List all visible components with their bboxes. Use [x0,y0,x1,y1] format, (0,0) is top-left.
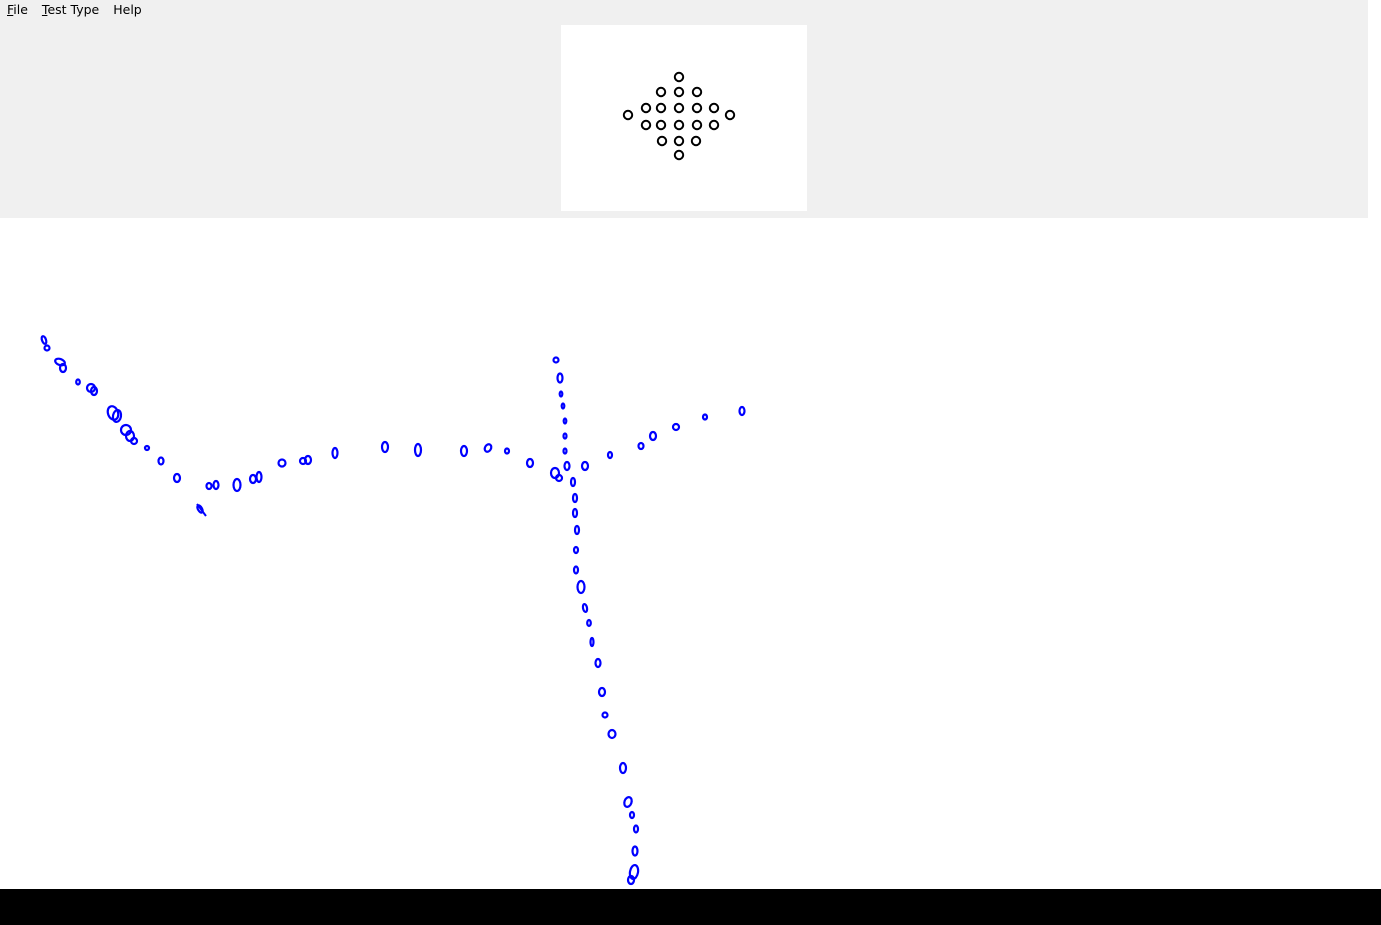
trace-mark [248,473,258,485]
pattern-dot [622,109,634,121]
trace-mark [558,390,564,398]
menu-help[interactable]: Help [113,2,142,17]
pattern-dot [655,86,667,98]
trace-mark [580,460,590,472]
trace-mark [483,443,493,453]
trace-mark [40,335,48,345]
trace-mark [413,442,423,458]
trace-mark [569,476,577,488]
pattern-dot [690,135,702,147]
trace-mark [331,446,339,460]
pattern-dot [691,86,703,98]
pattern-dot [673,149,685,161]
trace-mark [303,454,313,466]
pattern-dot [691,102,703,114]
pattern-dot [655,119,667,131]
trace-mark [589,636,595,648]
taskbar [0,889,1381,925]
menu-test-type[interactable]: Test Type [41,2,100,17]
trace-mark [111,408,123,424]
trace-mark [552,356,560,364]
pattern-dot [708,119,720,131]
pattern-dot [655,102,667,114]
target-pattern-preview [561,25,807,211]
trace-mark [554,473,564,483]
pattern-dot [673,119,685,131]
drawing-canvas[interactable] [0,218,1368,889]
trace-mark [525,457,535,469]
trace-mark [58,362,68,374]
trace-mark [560,402,566,410]
trace-mark [562,417,568,425]
trace-mark [671,422,681,432]
trace-mark [571,507,579,519]
trace-mark [143,444,151,452]
trace-mark [594,657,602,669]
trace-mark [607,728,617,740]
trace-mark [205,481,213,491]
trace-mark [576,579,586,595]
menu-bar: File Test Type Help [0,0,1368,20]
trace-mark [738,405,746,417]
menu-file[interactable]: File [7,2,28,17]
trace-mark [623,796,633,808]
pattern-diagram [622,71,736,161]
trace-layer [40,335,746,886]
trace-mark [277,458,287,468]
top-panel: File Test Type Help [0,0,1368,218]
application-window: File Test Type Help [0,0,1368,889]
window-edge [1368,0,1381,889]
trace-mark [632,824,640,834]
trace-mark [106,405,120,421]
trace-mark [571,492,579,504]
trace-mark [562,432,568,440]
trace-mark [380,440,390,454]
trace-mark [562,447,568,455]
trace-mark [232,477,242,493]
trace-mark [701,413,709,421]
trace-mark [503,447,511,455]
trace-mark [648,430,658,442]
trace-mark [129,436,139,446]
trace-mark [601,711,609,719]
trace-mark [628,863,640,881]
trace-mark [572,545,580,555]
pattern-dot [691,119,703,131]
trace-mark [43,344,51,352]
pattern-dot [640,119,652,131]
trace-stroke [196,503,207,517]
trace-mark [637,441,645,451]
pattern-dot [673,102,685,114]
trace-mark [581,602,589,614]
trace-mark [572,565,580,575]
pattern-dot [673,135,685,147]
pattern-dot [673,86,685,98]
trace-mark [606,450,614,460]
trace-mark [573,524,581,536]
trace-mark [459,444,469,458]
pattern-dot [673,71,685,83]
trace-mark [618,761,628,775]
pattern-dot [656,135,668,147]
trace-mark [631,845,639,857]
trace-mark [255,470,263,484]
trace-mark [626,874,636,886]
trace-mark [157,456,165,466]
trace-mark [89,385,99,397]
trace-mark [556,372,564,384]
trace-mark [597,686,607,698]
trace-mark [628,810,636,820]
pattern-dot [708,102,720,114]
pattern-dot [640,102,652,114]
trace-mark [563,460,571,472]
trace-mark [586,618,592,628]
trace-mark [172,472,182,484]
trace-mark [75,378,81,386]
pattern-dot [724,109,736,121]
trace-mark [212,479,220,491]
